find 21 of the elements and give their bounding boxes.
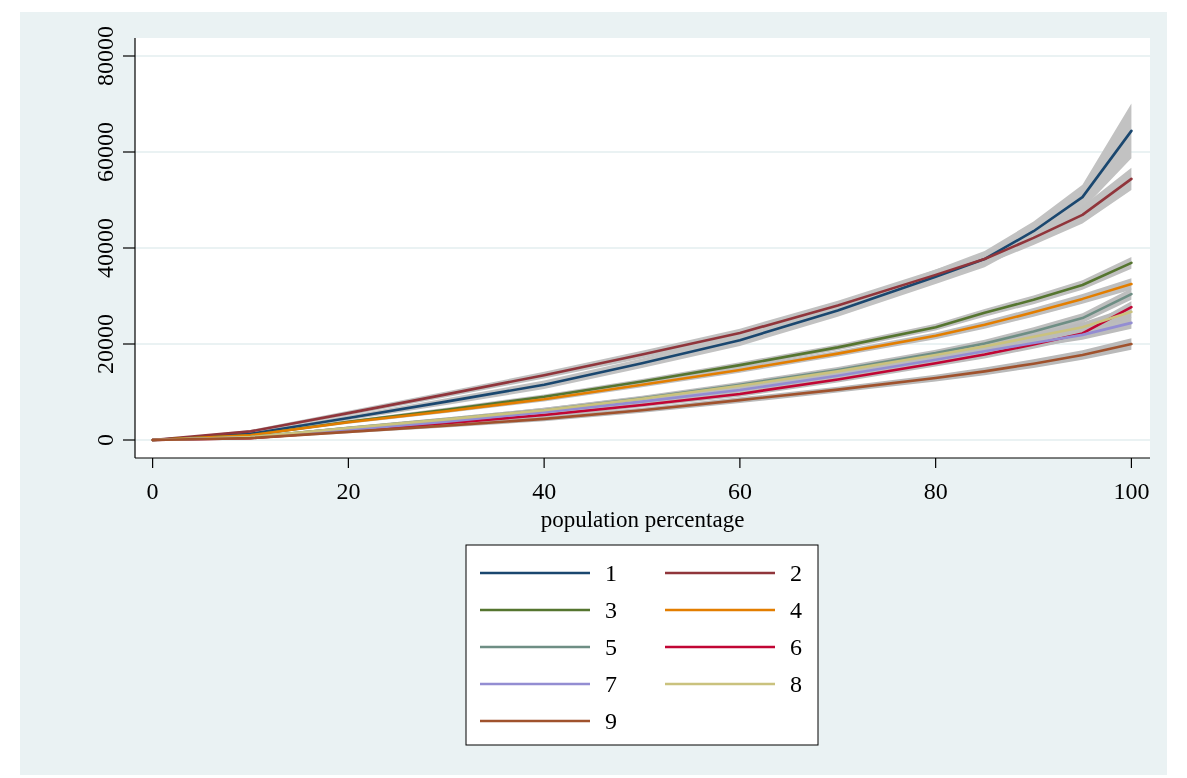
x-tick-label: 100 xyxy=(1113,478,1150,504)
x-tick-label: 60 xyxy=(727,478,752,504)
legend-label: 9 xyxy=(605,708,617,734)
x-axis-title: population percentage xyxy=(540,507,745,532)
legend-label: 7 xyxy=(605,671,617,697)
y-tick-label: 60000 xyxy=(92,122,118,182)
y-tick-label: 20000 xyxy=(92,314,118,374)
legend-label: 4 xyxy=(790,597,802,623)
x-tick-label: 0 xyxy=(146,478,159,504)
legend-label: 2 xyxy=(790,560,802,586)
legend-label: 1 xyxy=(605,560,617,586)
y-tick-label: 40000 xyxy=(92,218,118,278)
legend-label: 3 xyxy=(605,597,617,623)
legend-label: 6 xyxy=(790,634,802,660)
y-tick-label: 80000 xyxy=(92,26,118,86)
y-tick-label: 0 xyxy=(92,434,118,446)
legend-label: 5 xyxy=(605,634,617,660)
x-tick-label: 40 xyxy=(532,478,557,504)
x-tick-label: 20 xyxy=(336,478,361,504)
x-tick-label: 80 xyxy=(923,478,948,504)
legend-label: 8 xyxy=(790,671,802,697)
